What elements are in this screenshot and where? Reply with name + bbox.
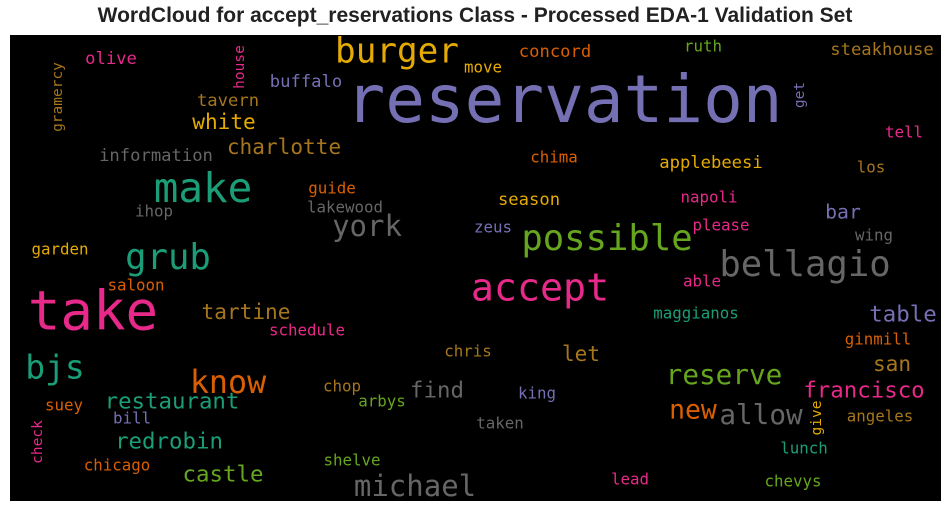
word-napoli: napoli: [680, 188, 737, 207]
word-suey: suey: [45, 396, 83, 415]
word-get: get: [792, 82, 808, 108]
word-bill: bill: [113, 409, 151, 428]
word-cloud: reservation take burger make accept possible g…: [10, 35, 941, 501]
word-chima: chima: [530, 148, 578, 167]
word-chicago: chicago: [84, 456, 151, 475]
word-new: new: [669, 395, 717, 426]
word-guide: guide: [308, 179, 356, 198]
word-season: season: [498, 190, 560, 210]
word-bar: bar: [825, 201, 861, 224]
cloud-background: [10, 35, 941, 501]
word-shelve: shelve: [323, 451, 380, 470]
word-applebeesi: applebeesi: [659, 153, 762, 173]
word-tavern: tavern: [197, 91, 259, 111]
word-ihop: ihop: [135, 202, 173, 221]
word-king: king: [518, 384, 556, 403]
word-garden: garden: [31, 240, 88, 259]
word-chop: chop: [323, 377, 361, 396]
word-give: give: [809, 401, 825, 436]
word-wing: wing: [855, 226, 893, 245]
word-los: los: [857, 158, 886, 177]
word-information: information: [99, 146, 213, 166]
word-steakhouse: steakhouse: [830, 40, 933, 60]
word-chevys: chevys: [764, 472, 821, 491]
word-reservation: reservation: [345, 61, 782, 138]
word-know: know: [190, 365, 267, 401]
word-move: move: [464, 58, 502, 77]
word-castle: castle: [183, 462, 264, 488]
word-lunch: lunch: [780, 439, 828, 458]
word-house: house: [232, 45, 248, 89]
word-arbys: arbys: [358, 392, 406, 411]
word-lakewood: lakewood: [307, 198, 383, 217]
word-tartine: tartine: [202, 299, 291, 324]
word-ruth: ruth: [684, 37, 722, 56]
word-reserve: reserve: [666, 358, 783, 391]
word-burger: burger: [335, 35, 459, 72]
word-buffalo: buffalo: [270, 72, 342, 92]
word-bellagio: bellagio: [719, 244, 890, 285]
word-restaurant: restaurant: [105, 389, 240, 415]
word-let: let: [562, 341, 600, 366]
word-schedule: schedule: [269, 321, 345, 340]
word-make: make: [154, 164, 252, 212]
word-bjs: bjs: [25, 348, 85, 387]
word-gramercy: gramercy: [50, 62, 66, 132]
word-accept: accept: [471, 266, 609, 311]
word-tell: tell: [885, 123, 923, 142]
word-maggianos: maggianos: [653, 304, 739, 323]
word-angeles: angeles: [847, 407, 914, 426]
word-white: white: [192, 109, 256, 134]
word-take: take: [28, 280, 158, 343]
word-san: san: [873, 351, 911, 376]
word-please: please: [692, 216, 749, 235]
word-francisco: francisco: [803, 378, 924, 404]
word-table: table: [869, 302, 936, 328]
word-check: check: [30, 420, 46, 464]
word-saloon: saloon: [107, 276, 164, 295]
word-able: able: [683, 272, 721, 291]
word-taken: taken: [476, 414, 524, 433]
word-michael: michael: [354, 469, 476, 501]
word-allow: allow: [719, 398, 803, 431]
word-possible: possible: [521, 218, 692, 259]
word-zeus: zeus: [474, 218, 512, 237]
word-lead: lead: [611, 470, 649, 489]
chart-title: WordCloud for accept_reservations Class …: [97, 4, 853, 27]
word-chris: chris: [444, 342, 492, 361]
word-ginmill: ginmill: [845, 330, 912, 349]
word-find: find: [410, 378, 464, 404]
word-concord: concord: [519, 42, 591, 62]
word-redrobin: redrobin: [115, 429, 223, 455]
word-charlotte: charlotte: [227, 134, 341, 159]
word-york: york: [332, 209, 402, 243]
word-olive: olive: [85, 49, 137, 69]
word-grub: grub: [125, 237, 211, 278]
